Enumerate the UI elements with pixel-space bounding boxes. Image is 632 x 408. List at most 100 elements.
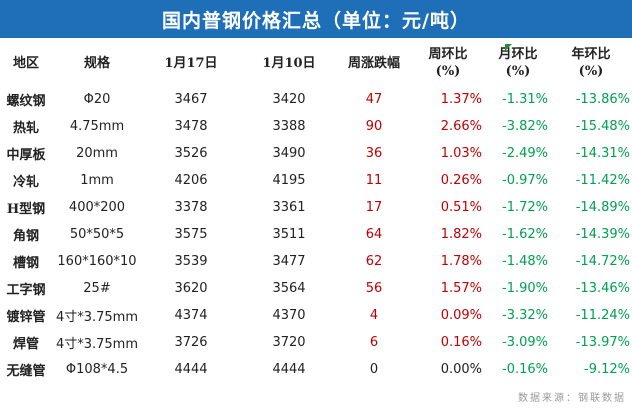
cell-mom-pct: -1.31%	[502, 92, 548, 107]
cell-mom-pct: -1.90%	[502, 281, 548, 296]
header-yoy: 年环比 (%)	[550, 40, 632, 86]
cell-mom-pct: -0.97%	[502, 173, 548, 188]
cell-mom-pct: -3.82%	[502, 119, 548, 134]
cell-date2-price: 4195	[272, 173, 306, 188]
cell-yoy-pct: -9.12%	[584, 362, 630, 377]
cell-mom-pct: -3.09%	[502, 335, 548, 350]
header-date1: 1月17日	[164, 55, 218, 71]
cell-region: 冷轧	[12, 175, 39, 190]
cell-region: 螺纹钢	[6, 94, 46, 109]
cell-spec: 4.75mm	[69, 119, 125, 134]
cell-weekly-change: 64	[365, 227, 383, 242]
table-row: 工字钢 25# 3620 3564 56 1.57% -1.90% -13.46%	[0, 275, 632, 302]
cell-date1-price: 3378	[174, 200, 208, 215]
cell-date2-price: 3420	[272, 92, 306, 107]
header-date2: 1月10日	[262, 55, 316, 71]
table-row: 中厚板 20mm 3526 3490 36 1.03% -2.49% -14.31%	[0, 140, 632, 167]
cell-date1-price: 3726	[174, 335, 208, 350]
table-row: H型钢 400*200 3378 3361 17 0.51% -1.72% -14.89%	[0, 194, 632, 221]
cell-wow-pct: 1.78%	[440, 254, 482, 269]
cell-yoy-pct: -11.24%	[575, 308, 630, 323]
cell-date2-price: 3361	[272, 200, 306, 215]
cell-weekly-change: 0	[369, 362, 379, 377]
price-table: 地区 规格 1月17日 1月10日 周涨跌幅 周环比 (%) 月环比 (%) 年…	[0, 40, 632, 383]
header-yoy-line2: (%)	[578, 64, 604, 79]
header-mom-line2: (%)	[505, 64, 531, 79]
cell-region: 镀锌管	[6, 310, 46, 325]
cell-date2-price: 3720	[272, 335, 306, 350]
cell-yoy-pct: -11.42%	[575, 173, 630, 188]
cell-mom-pct: -1.62%	[502, 227, 548, 242]
header-wow: 周环比 (%)	[410, 40, 486, 86]
cell-mom-pct: -3.32%	[502, 308, 548, 323]
cell-yoy-pct: -13.46%	[575, 281, 630, 296]
cell-yoy-pct: -13.97%	[575, 335, 630, 350]
cell-wow-pct: 2.66%	[440, 119, 482, 134]
table-row: 螺纹钢 Φ20 3467 3420 47 1.37% -1.31% -13.86%	[0, 86, 632, 113]
cell-wow-pct: 1.57%	[440, 281, 482, 296]
cell-date1-price: 4374	[174, 308, 208, 323]
cell-wow-pct: 1.82%	[440, 227, 482, 242]
cell-date2-price: 3511	[272, 227, 306, 242]
cell-wow-pct: 0.51%	[440, 200, 482, 215]
cell-weekly-change: 62	[365, 254, 383, 269]
cell-mom-pct: -1.48%	[502, 254, 548, 269]
header-spec: 规格	[83, 55, 110, 71]
cell-date1-price: 3478	[174, 119, 208, 134]
table-row: 槽钢 160*160*10 3539 3477 62 1.78% -1.48% -14.72%	[0, 248, 632, 275]
cell-region: 角钢	[12, 229, 39, 244]
header-wow-line2: (%)	[435, 64, 461, 79]
cell-region: H型钢	[6, 202, 46, 217]
cell-date2-price: 4370	[272, 308, 306, 323]
cell-spec: 25#	[83, 281, 111, 296]
cell-date2-price: 3564	[272, 281, 306, 296]
cell-date1-price: 3526	[174, 146, 208, 161]
cell-date1-price: 3467	[174, 92, 208, 107]
cell-date2-price: 3490	[272, 146, 306, 161]
cell-weekly-change: 4	[369, 308, 379, 323]
header-row: 地区 规格 1月17日 1月10日 周涨跌幅 周环比 (%) 月环比 (%) 年…	[0, 40, 632, 86]
cell-spec: Φ108*4.5	[65, 362, 129, 377]
cell-weekly-change: 47	[365, 92, 383, 107]
cell-weekly-change: 6	[369, 335, 379, 350]
cell-weekly-change: 90	[365, 119, 383, 134]
header-region: 地区	[12, 55, 39, 71]
table-row: 角钢 50*50*5 3575 3511 64 1.82% -1.62% -14.39%	[0, 221, 632, 248]
cell-date2-price: 3388	[272, 119, 306, 134]
cell-marker-icon	[505, 44, 512, 51]
cell-wow-pct: 1.03%	[440, 146, 482, 161]
cell-weekly-change: 36	[365, 146, 383, 161]
cell-weekly-change: 11	[365, 173, 383, 188]
table-row: 镀锌管 4寸*3.75mm 4374 4370 4 0.09% -3.32% -11.24%	[0, 302, 632, 329]
cell-weekly-change: 56	[365, 281, 383, 296]
cell-date1-price: 3539	[174, 254, 208, 269]
cell-wow-pct: 0.16%	[440, 335, 482, 350]
cell-spec: 20mm	[76, 146, 118, 161]
data-source-note: 数据来源：钢联数据	[518, 393, 626, 404]
cell-spec: 4寸*3.75mm	[55, 337, 139, 352]
table-row: 冷轧 1mm 4206 4195 11 0.26% -0.97% -11.42%	[0, 167, 632, 194]
cell-spec: 1mm	[80, 173, 114, 188]
cell-wow-pct: 0.26%	[440, 173, 482, 188]
table-row: 无缝管 Φ108*4.5 4444 4444 0 0.00% -0.16% -9.12%	[0, 356, 632, 383]
cell-mom-pct: -2.49%	[502, 146, 548, 161]
cell-spec: 4寸*3.75mm	[55, 310, 139, 325]
cell-date1-price: 4206	[174, 173, 208, 188]
cell-spec: Φ20	[83, 92, 111, 107]
table-body: 螺纹钢 Φ20 3467 3420 47 1.37% -1.31% -13.86% 热轧 4.75…	[0, 86, 632, 383]
cell-weekly-change: 17	[365, 200, 383, 215]
header-mom: 月环比 (%)	[486, 40, 550, 86]
cell-date1-price: 4444	[174, 362, 208, 377]
cell-region: 无缝管	[6, 364, 46, 379]
cell-spec: 160*160*10	[57, 254, 137, 269]
cell-wow-pct: 0.09%	[440, 308, 482, 323]
cell-region: 热轧	[12, 121, 39, 136]
cell-yoy-pct: -14.89%	[575, 200, 630, 215]
cell-date1-price: 3620	[174, 281, 208, 296]
cell-yoy-pct: -15.48%	[575, 119, 630, 134]
cell-region: 焊管	[12, 337, 39, 352]
header-wow-line1: 周环比	[428, 47, 468, 62]
cell-wow-pct: 1.37%	[440, 92, 482, 107]
cell-region: 工字钢	[6, 283, 46, 298]
cell-region: 中厚板	[6, 148, 46, 163]
